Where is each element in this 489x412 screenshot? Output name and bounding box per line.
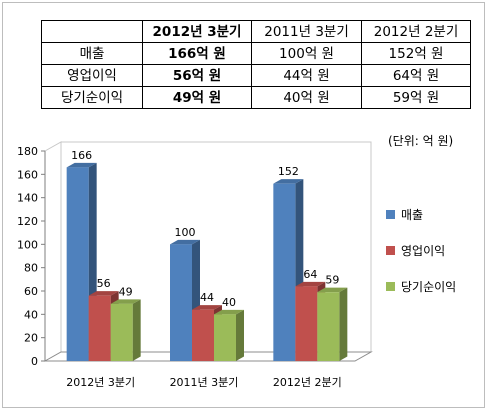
bar-side xyxy=(339,287,348,361)
y-tick-label: 100 xyxy=(17,238,38,251)
table-cell: 56억 원 xyxy=(142,64,252,87)
table-cell: 64억 원 xyxy=(361,64,471,87)
bar xyxy=(88,295,111,361)
table-header-2012-q2: 2012년 2분기 xyxy=(361,20,471,43)
data-label: 59 xyxy=(325,274,339,287)
table-cell: 40억 원 xyxy=(251,86,362,109)
y-tick-label: 180 xyxy=(17,145,38,158)
y-tick-label: 120 xyxy=(17,215,38,228)
bar-top xyxy=(214,309,244,315)
data-label: 152 xyxy=(278,165,299,178)
y-tick-label: 60 xyxy=(24,285,38,298)
table-cell: 166억 원 xyxy=(142,42,252,65)
y-tick-label: 80 xyxy=(24,262,38,275)
summary-table: 2012년 3분기 2011년 3분기 2012년 2분기 매출 166억 원 … xyxy=(41,20,471,109)
bar xyxy=(273,183,296,361)
bar-top xyxy=(110,299,141,304)
y-tick-label: 0 xyxy=(31,355,38,368)
data-label: 49 xyxy=(119,285,133,298)
bar xyxy=(214,314,236,361)
bar-top xyxy=(170,239,200,245)
legend-label: 매출 xyxy=(401,208,423,222)
y-tick-label: 140 xyxy=(17,192,38,205)
table-cell: 59억 원 xyxy=(361,86,471,109)
bar xyxy=(110,303,133,361)
bar-side xyxy=(132,299,141,361)
legend-swatch xyxy=(386,282,395,291)
x-tick-label: 2011년 3분기 xyxy=(170,376,239,389)
bar-top xyxy=(88,291,119,296)
bar xyxy=(170,244,192,361)
y-tick-label: 20 xyxy=(24,332,38,345)
bar xyxy=(317,292,340,361)
legend-label: 당기순이익 xyxy=(401,280,456,294)
bar-top xyxy=(66,162,97,168)
legend-swatch xyxy=(386,246,395,255)
bar xyxy=(192,309,214,361)
bar-top xyxy=(273,179,304,184)
data-label: 64 xyxy=(303,268,317,281)
y-tick-label: 40 xyxy=(24,308,38,321)
bar-top xyxy=(192,305,222,310)
row-label: 당기순이익 xyxy=(41,86,143,109)
table-row: 매출 166억 원 100억 원 152억 원 xyxy=(41,42,471,65)
bar xyxy=(66,167,89,361)
x-tick-label: 2012년 2분기 xyxy=(273,376,342,389)
data-label: 40 xyxy=(222,296,236,309)
bar-top xyxy=(295,281,326,287)
legend-label: 영업이익 xyxy=(401,244,445,258)
table-cell: 100억 원 xyxy=(251,42,362,65)
bar-side xyxy=(236,309,244,361)
y-tick-label: 160 xyxy=(17,168,38,181)
table-cell: 49억 원 xyxy=(142,86,252,109)
bar xyxy=(295,286,318,361)
data-label: 100 xyxy=(175,226,196,239)
chart-side-wall xyxy=(44,141,62,362)
table-row: 당기순이익 49억 원 40억 원 59억 원 xyxy=(41,86,471,109)
data-label: 56 xyxy=(97,277,111,290)
data-label: 44 xyxy=(200,291,214,304)
bar-top xyxy=(317,287,348,293)
data-label: 166 xyxy=(71,149,92,162)
x-tick-label: 2012년 3분기 xyxy=(66,376,135,389)
figure-frame xyxy=(2,2,485,408)
legend-swatch xyxy=(386,210,395,219)
unit-note: (단위: 억 원) xyxy=(388,134,454,148)
